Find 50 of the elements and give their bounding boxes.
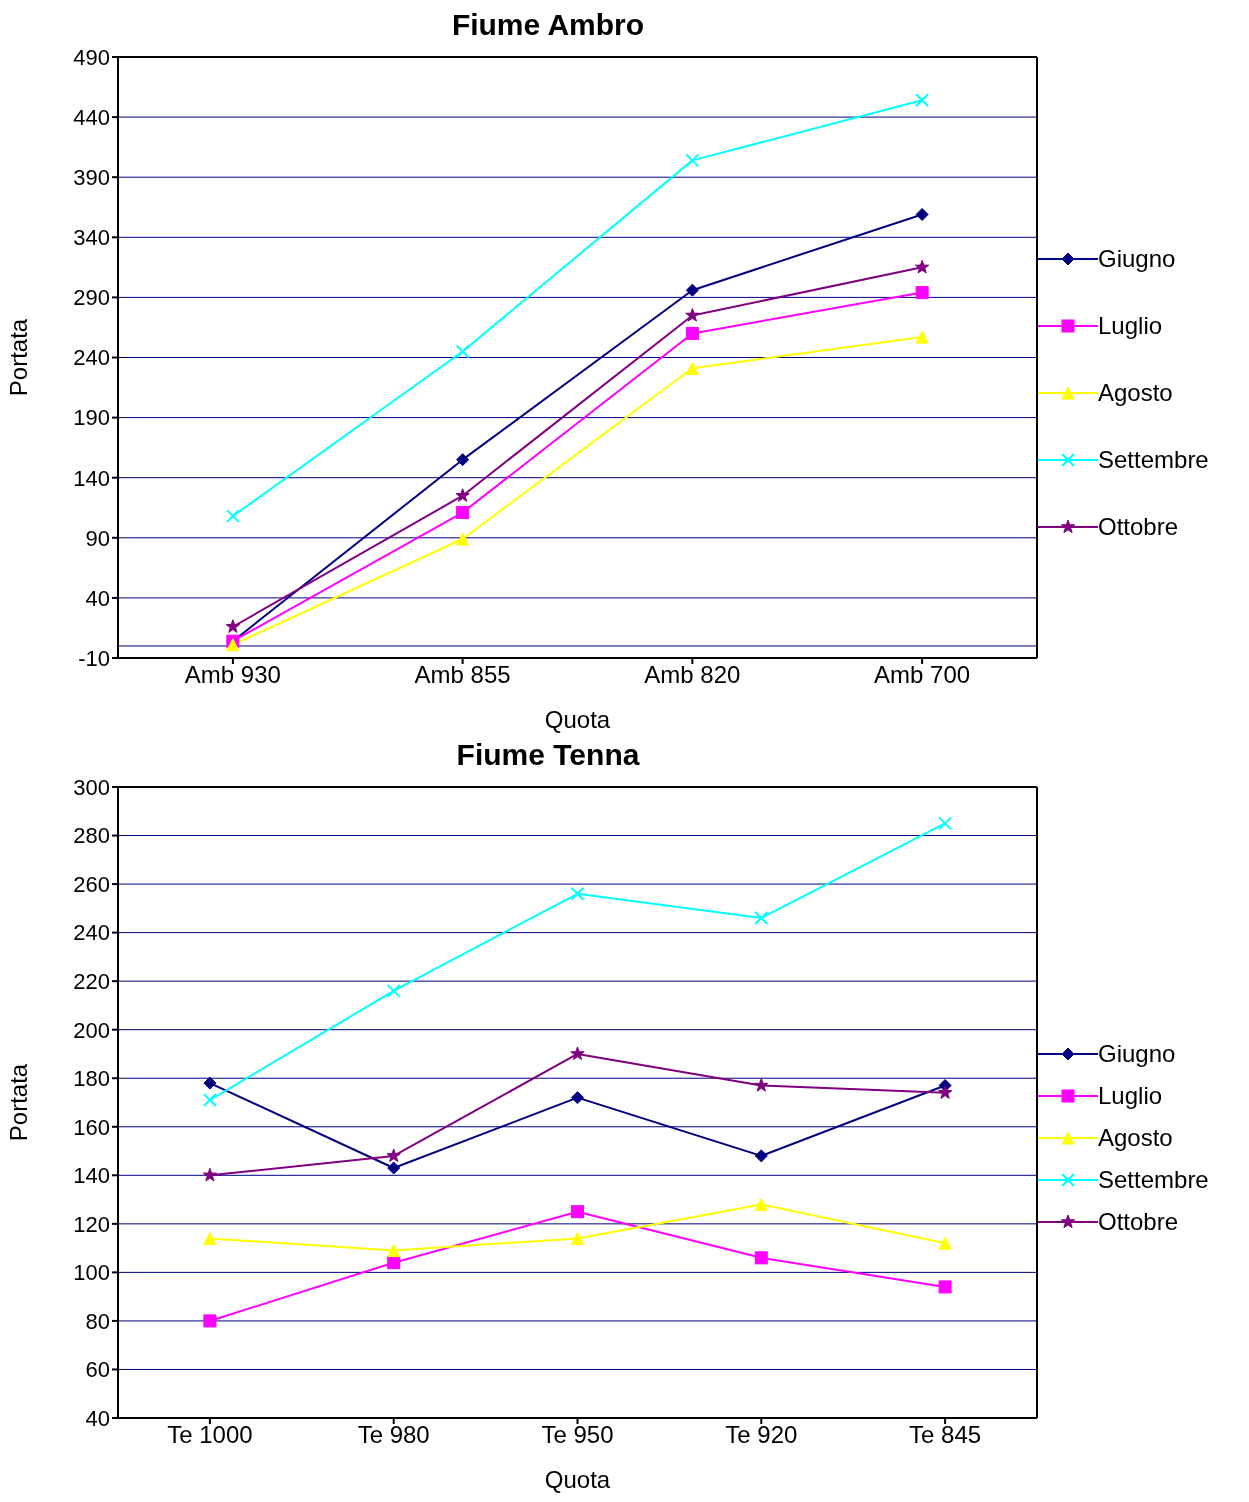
legend-label: Luglio — [1098, 312, 1163, 340]
y-tick-label: 90 — [85, 525, 110, 551]
y-tick-label: 60 — [85, 1357, 110, 1383]
x-tick-label: Te 980 — [357, 1421, 430, 1449]
y-tick-label: 390 — [73, 165, 110, 191]
y-tick-label: 160 — [73, 1114, 110, 1140]
y-tick-label: 280 — [73, 823, 110, 849]
chart-title: Fiume Ambro — [451, 8, 645, 41]
x-tick-label: Te 1000 — [167, 1421, 253, 1449]
legend-label: Agosto — [1098, 379, 1173, 407]
y-tick-label: 140 — [73, 465, 110, 491]
legend-label: Ottobre — [1098, 1208, 1179, 1236]
x-tick-label: Amb 820 — [644, 661, 741, 689]
y-tick-label: 240 — [73, 345, 110, 371]
x-tick-label: Te 845 — [909, 1421, 982, 1449]
legend-label: Settembre — [1098, 1166, 1209, 1194]
x-tick-label: Amb 855 — [414, 661, 511, 689]
legend-label: Agosto — [1098, 1124, 1173, 1152]
chart-title: Fiume Tenna — [456, 738, 640, 771]
y-tick-label: 300 — [73, 774, 110, 800]
y-tick-label: 190 — [73, 405, 110, 431]
y-axis-title: Portata — [4, 318, 32, 397]
x-tick-label: Te 920 — [725, 1421, 798, 1449]
x-tick-label: Amb 700 — [874, 661, 971, 689]
legend-label: Giugno — [1098, 245, 1176, 273]
y-tick-label: 260 — [73, 871, 110, 897]
x-tick-label: Amb 930 — [184, 661, 281, 689]
y-tick-label: 340 — [73, 225, 110, 251]
y-tick-label: 100 — [73, 1260, 110, 1286]
y-axis-title: Portata — [4, 1063, 32, 1142]
legend-label: Ottobre — [1098, 513, 1179, 541]
y-tick-label: 140 — [73, 1163, 110, 1189]
legend-label: Luglio — [1098, 1082, 1163, 1110]
y-tick-label: -10 — [78, 645, 110, 671]
y-tick-label: 40 — [85, 585, 110, 611]
x-tick-label: Te 950 — [541, 1421, 614, 1449]
y-tick-label: 80 — [85, 1308, 110, 1334]
x-axis-title: Quota — [544, 1466, 611, 1493]
legend-label: Giugno — [1098, 1040, 1176, 1068]
y-tick-label: 200 — [73, 1017, 110, 1043]
y-tick-label: 220 — [73, 968, 110, 994]
y-tick-label: 440 — [73, 104, 110, 130]
y-tick-label: 290 — [73, 285, 110, 311]
y-tick-label: 180 — [73, 1066, 110, 1092]
y-tick-label: 490 — [73, 44, 110, 70]
y-tick-label: 120 — [73, 1211, 110, 1237]
y-tick-label: 40 — [85, 1405, 110, 1431]
legend-label: Settembre — [1098, 446, 1209, 474]
x-axis-title: Quota — [544, 706, 611, 733]
y-tick-label: 240 — [73, 920, 110, 946]
